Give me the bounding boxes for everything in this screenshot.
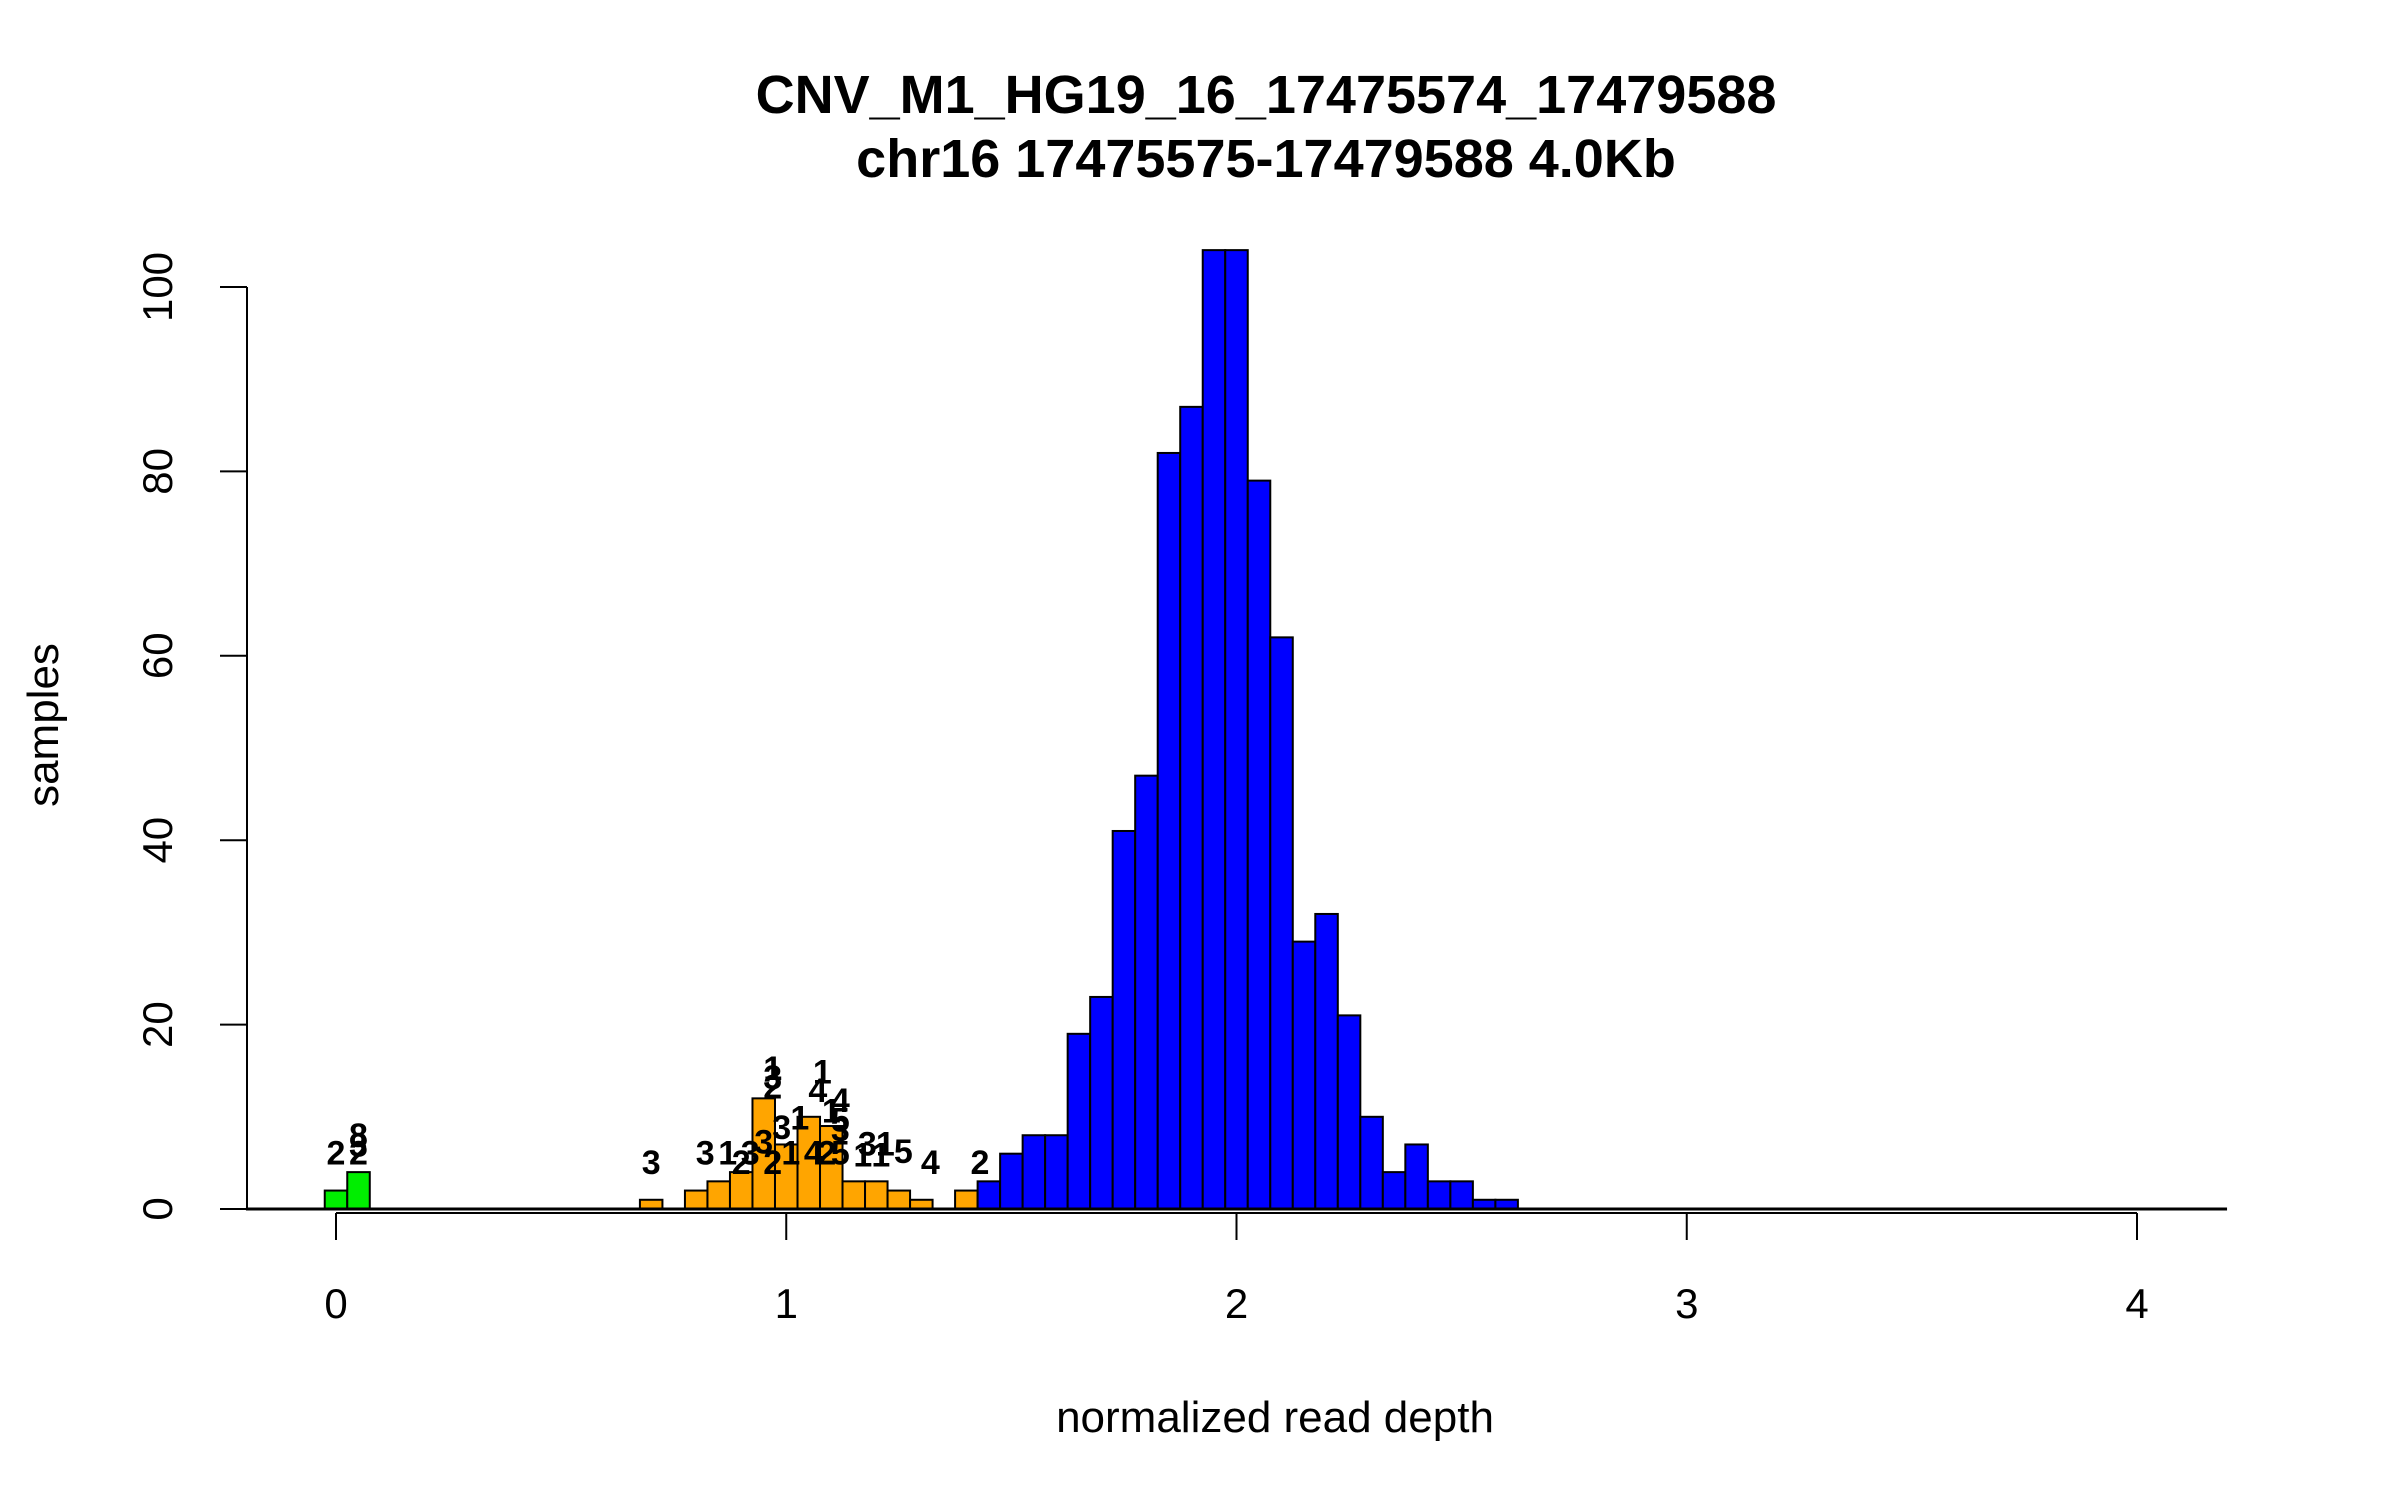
bar-count-label: 1	[876, 1126, 895, 1164]
y-tick-label: 20	[134, 1001, 181, 1048]
x-tick-label: 2	[1225, 1280, 1248, 1327]
bar-count-label: 1	[790, 1100, 809, 1138]
bar-count-label: 1	[853, 1137, 872, 1175]
x-axis: 0 1 2 3 4	[245, 1207, 2228, 1327]
bar-count-label: 5	[894, 1133, 913, 1171]
bar-count-label: 1	[871, 1137, 890, 1175]
histogram-bar	[1201, 249, 1227, 1210]
histogram-bar	[1404, 1143, 1429, 1210]
bar-count-label: 3	[763, 1059, 782, 1097]
bar-count-label: 4	[921, 1144, 940, 1182]
histogram-bar	[1134, 774, 1159, 1210]
bars-layer	[323, 249, 1519, 1211]
histogram-bar	[1269, 636, 1294, 1210]
y-tick-label: 100	[134, 252, 181, 322]
x-tick-label: 3	[1675, 1280, 1698, 1327]
bar-count-label: 2	[732, 1144, 751, 1182]
bar-count-label: 2	[349, 1135, 368, 1173]
histogram-bar	[841, 1180, 867, 1210]
x-tick-label: 0	[324, 1280, 347, 1327]
histogram-bar	[346, 1171, 371, 1210]
bar-count-label: 3	[858, 1126, 877, 1164]
histogram-bar	[1066, 1032, 1092, 1210]
bar-count-label: 3	[741, 1135, 760, 1173]
histogram-bar	[1156, 451, 1182, 1210]
histogram-bar	[1426, 1180, 1452, 1210]
series-deletion-1-copy	[638, 1097, 979, 1211]
bar-count-label: 1	[813, 1054, 832, 1092]
bar-count-label: 2	[817, 1135, 836, 1173]
bar-count-label: 3	[831, 1111, 850, 1149]
chart-subtitle: chr16 17475575-17479588 4.0Kb	[856, 129, 1676, 189]
histogram-bar	[683, 1189, 709, 1211]
x-axis-label: normalized read depth	[1056, 1393, 1494, 1442]
y-tick-label: 60	[134, 632, 181, 679]
bar-count-label: 5	[831, 1135, 850, 1173]
y-axis-label: samples	[19, 643, 68, 807]
bar-count-label: 5	[831, 1102, 850, 1140]
histogram-bar	[1021, 1134, 1047, 1210]
bar-count-label: 8	[349, 1117, 368, 1155]
y-axis: 0 20 40 60 80 100	[134, 252, 248, 1221]
histogram-bar	[1449, 1180, 1474, 1210]
histogram-bar	[323, 1189, 349, 1211]
series-deletion-2-copy	[323, 1171, 371, 1211]
bar-count-label: 1	[781, 1135, 800, 1173]
bar-count-label: 2	[763, 1144, 782, 1182]
histogram-bar	[1111, 829, 1137, 1210]
histogram-bar	[886, 1189, 912, 1211]
bar-count-label: 3	[642, 1144, 661, 1182]
bar-count-label: 2	[327, 1135, 346, 1173]
histogram-bar	[1291, 940, 1317, 1210]
histogram-bar	[706, 1180, 731, 1210]
chart-title: CNV_M1_HG19_16_17475574_17479588	[756, 65, 1777, 125]
bar-count-label: 2	[763, 1068, 782, 1106]
y-tick-label: 0	[134, 1197, 181, 1220]
histogram-bar	[1359, 1115, 1384, 1211]
bar-count-label: 3	[754, 1124, 773, 1162]
histogram-bar	[1224, 249, 1249, 1210]
bar-count-label: 3	[349, 1126, 368, 1164]
bar-count-label: 1	[718, 1135, 737, 1173]
histogram-bar	[1314, 912, 1339, 1211]
histogram-bar	[1246, 479, 1272, 1210]
histogram-bar	[976, 1180, 1002, 1210]
bar-count-label: 1	[822, 1092, 841, 1130]
bar-count-label: 4	[831, 1082, 850, 1120]
bar-count-label: 4	[808, 1072, 827, 1110]
histogram-bar	[999, 1152, 1024, 1211]
y-tick-label: 80	[134, 448, 181, 495]
bar-count-label: 2	[970, 1144, 989, 1182]
histogram-bar	[954, 1189, 979, 1211]
histogram-bar	[1179, 405, 1204, 1210]
bar-count-label: 3	[772, 1109, 791, 1147]
x-tick-label: 4	[2125, 1280, 2148, 1327]
x-tick-label: 1	[775, 1280, 798, 1327]
histogram-bar	[1381, 1171, 1407, 1210]
y-tick-label: 40	[134, 817, 181, 864]
bar-count-label: 4	[804, 1135, 823, 1173]
histogram-bar	[1089, 995, 1114, 1210]
histogram-bar	[864, 1180, 889, 1210]
histogram-bar	[1044, 1134, 1069, 1210]
histogram-bar	[1336, 1014, 1362, 1210]
series-normal	[976, 249, 1519, 1211]
bar-count-label: 1	[763, 1050, 782, 1088]
bar-count-label: 3	[696, 1135, 715, 1173]
